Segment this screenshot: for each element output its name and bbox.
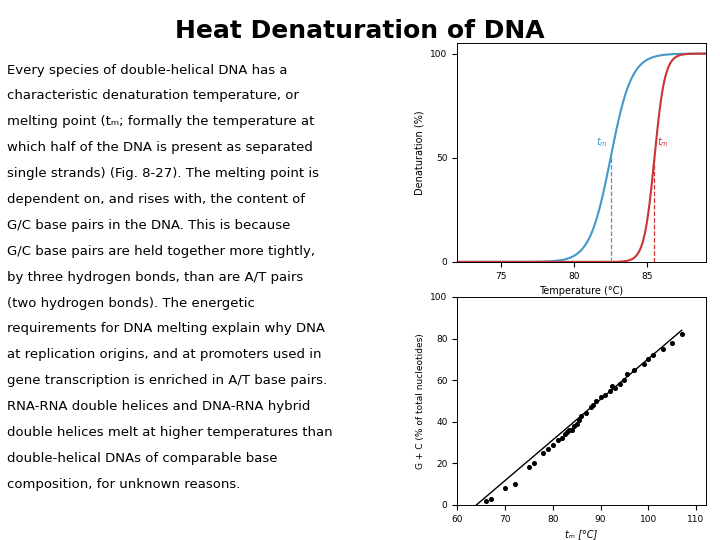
Point	[571, 420, 582, 428]
Point	[573, 415, 585, 424]
Point	[576, 411, 588, 420]
Text: (two hydrogen bonds). The energetic: (two hydrogen bonds). The energetic	[7, 296, 255, 309]
Text: double helices melt at higher temperatures than: double helices melt at higher temperatur…	[7, 426, 333, 439]
Point	[566, 426, 577, 434]
Text: at replication origins, and at promoters used in: at replication origins, and at promoters…	[7, 348, 322, 361]
Point	[562, 428, 573, 436]
Point	[642, 355, 654, 364]
Text: RNA-RNA double helices and DNA-RNA hybrid: RNA-RNA double helices and DNA-RNA hybri…	[7, 400, 310, 413]
Text: melting point (tₘ; formally the temperature at: melting point (tₘ; formally the temperat…	[7, 116, 315, 129]
Text: by three hydrogen bonds, than are A/T pairs: by three hydrogen bonds, than are A/T pa…	[7, 271, 303, 284]
Y-axis label: G + C (% of total nucleotides): G + C (% of total nucleotides)	[415, 333, 425, 469]
Point	[600, 390, 611, 399]
Text: characteristic denaturation temperature, or: characteristic denaturation temperature,…	[7, 90, 299, 103]
Point	[547, 440, 559, 449]
Point	[618, 376, 630, 384]
Point	[580, 409, 592, 418]
Text: double-helical DNAs of comparable base: double-helical DNAs of comparable base	[7, 452, 278, 465]
Point	[609, 384, 621, 393]
Point	[559, 430, 570, 438]
Point	[588, 401, 599, 409]
Text: composition, for unknown reasons.: composition, for unknown reasons.	[7, 478, 240, 491]
Text: G/C base pairs in the DNA. This is because: G/C base pairs in the DNA. This is becau…	[7, 219, 291, 232]
Point	[542, 444, 554, 453]
Text: Heat Denaturation of DNA: Heat Denaturation of DNA	[175, 19, 545, 43]
Text: which half of the DNA is present as separated: which half of the DNA is present as sepa…	[7, 141, 313, 154]
Text: gene transcription is enriched in A/T base pairs.: gene transcription is enriched in A/T ba…	[7, 374, 328, 387]
Point	[557, 434, 568, 443]
Point	[523, 463, 535, 472]
Point	[552, 436, 563, 445]
Point	[537, 449, 549, 457]
Point	[585, 403, 597, 411]
Text: $t_m$: $t_m$	[657, 136, 669, 150]
Point	[528, 459, 539, 468]
Point	[485, 494, 496, 503]
Point	[638, 359, 649, 368]
Point	[621, 369, 633, 378]
Text: G/C base pairs are held together more tightly,: G/C base pairs are held together more ti…	[7, 245, 315, 258]
Point	[647, 351, 659, 360]
Point	[607, 382, 618, 391]
Point	[676, 330, 688, 339]
Point	[509, 480, 521, 488]
Text: $t_m$: $t_m$	[596, 136, 608, 150]
Point	[480, 496, 492, 505]
Point	[595, 393, 606, 401]
X-axis label: Temperature (°C): Temperature (°C)	[539, 286, 624, 296]
Text: Every species of double-helical DNA has a: Every species of double-helical DNA has …	[7, 64, 288, 77]
X-axis label: tₘ [°C]: tₘ [°C]	[565, 529, 598, 539]
Point	[667, 339, 678, 347]
Point	[569, 422, 580, 430]
Text: single strands) (Fig. 8-27). The melting point is: single strands) (Fig. 8-27). The melting…	[7, 167, 319, 180]
Text: dependent on, and rises with, the content of: dependent on, and rises with, the conten…	[7, 193, 305, 206]
Point	[657, 345, 668, 353]
Point	[614, 380, 626, 389]
Point	[604, 386, 616, 395]
Point	[564, 426, 575, 434]
Point	[590, 396, 601, 405]
Point	[628, 366, 639, 374]
Text: requirements for DNA melting explain why DNA: requirements for DNA melting explain why…	[7, 322, 325, 335]
Y-axis label: Denaturation (%): Denaturation (%)	[415, 110, 425, 195]
Point	[499, 484, 510, 492]
